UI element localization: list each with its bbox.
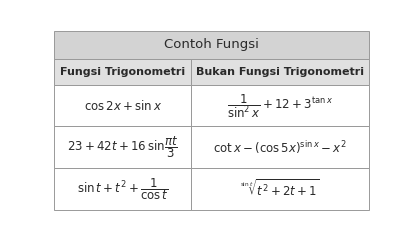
Text: $23+42t+16\,\mathregular{sin}\dfrac{\pi t}{3}$: $23+42t+16\,\mathregular{sin}\dfrac{\pi … [67,134,178,160]
Bar [191,126,369,168]
Bar [191,85,369,126]
Text: $\mathregular{cot}\,x-(\mathregular{cos}\,5x)^{\mathregular{sin}\,x}-x^{2}$: $\mathregular{cot}\,x-(\mathregular{cos}… [214,139,347,156]
Bar [54,59,191,85]
Text: Bukan Fungsi Trigonometri: Bukan Fungsi Trigonometri [196,67,364,77]
Bar [54,31,369,59]
Bar [54,126,191,168]
Bar [54,85,191,126]
Text: Contoh Fungsi: Contoh Fungsi [164,39,259,51]
Text: $\mathregular{cos}\,2x + \mathregular{sin}\,x$: $\mathregular{cos}\,2x + \mathregular{si… [83,99,162,113]
Text: $\mathregular{sin}\,t+t^{2}+\dfrac{1}{\mathregular{cos}\,t}$: $\mathregular{sin}\,t+t^{2}+\dfrac{1}{\m… [77,176,169,202]
Text: $\dfrac{1}{\mathregular{sin}^{2}\,x}+12+3^{\mathregular{tan}\,x}$: $\dfrac{1}{\mathregular{sin}^{2}\,x}+12+… [227,92,333,119]
Text: $\sqrt[\mathregular{sin}\,t]{t^{2}+2t+1}$: $\sqrt[\mathregular{sin}\,t]{t^{2}+2t+1}… [240,178,320,199]
Bar [191,168,369,210]
Text: Fungsi Trigonometri: Fungsi Trigonometri [60,67,185,77]
Bar [191,59,369,85]
Bar [54,168,191,210]
